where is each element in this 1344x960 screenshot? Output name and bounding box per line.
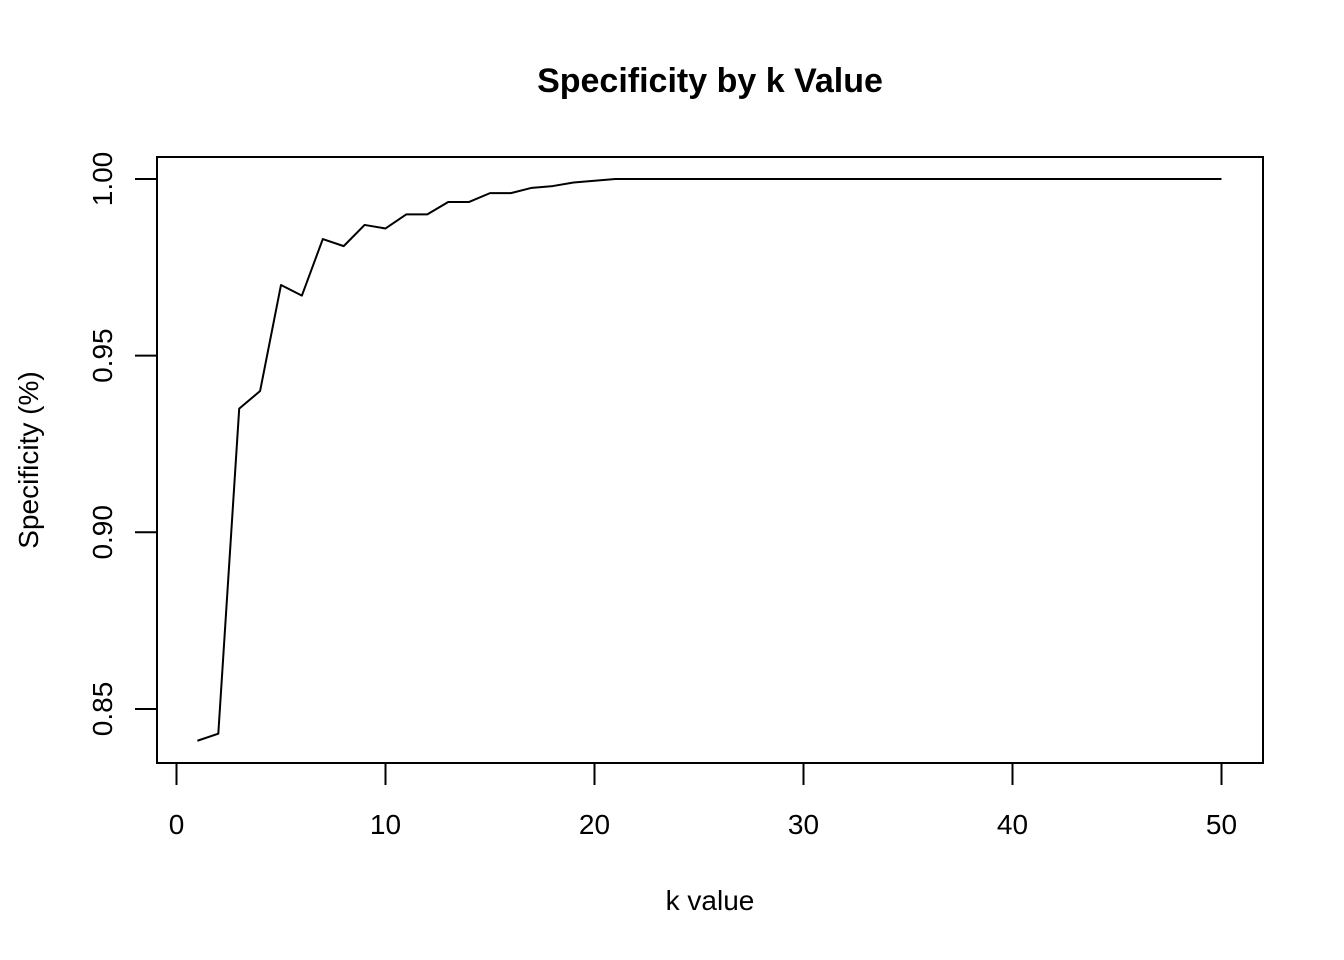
chart-title: Specificity by k Value: [537, 62, 883, 100]
y-axis: 0.85 0.90 0.95 1.00: [87, 152, 158, 737]
y-tick-label: 1.00: [87, 152, 118, 207]
x-axis: 0 10 20 30 40 50: [169, 762, 1237, 840]
series-line: [197, 178, 1222, 742]
x-tick-label: 0: [169, 809, 185, 840]
x-tick-label: 50: [1206, 809, 1237, 840]
x-tick-label: 10: [370, 809, 401, 840]
x-tick-label: 40: [997, 809, 1028, 840]
x-tick-label: 20: [579, 809, 610, 840]
plot-frame: [156, 156, 1264, 764]
x-axis-label: k value: [666, 885, 755, 916]
series-layer: [197, 178, 1222, 742]
y-tick-label: 0.95: [87, 328, 118, 383]
y-tick-label: 0.90: [87, 505, 118, 560]
y-axis-label: Specificity (%): [13, 371, 44, 548]
x-tick-label: 30: [788, 809, 819, 840]
y-tick-label: 0.85: [87, 682, 118, 737]
